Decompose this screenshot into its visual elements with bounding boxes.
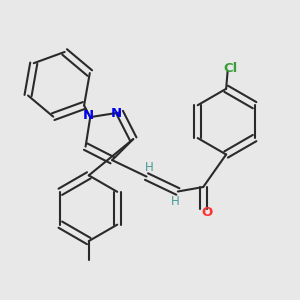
Text: Cl: Cl	[224, 62, 238, 75]
Text: H: H	[170, 194, 179, 208]
Text: N: N	[111, 107, 122, 120]
Text: N: N	[82, 109, 93, 122]
Text: H: H	[145, 161, 153, 174]
Text: O: O	[201, 206, 212, 219]
